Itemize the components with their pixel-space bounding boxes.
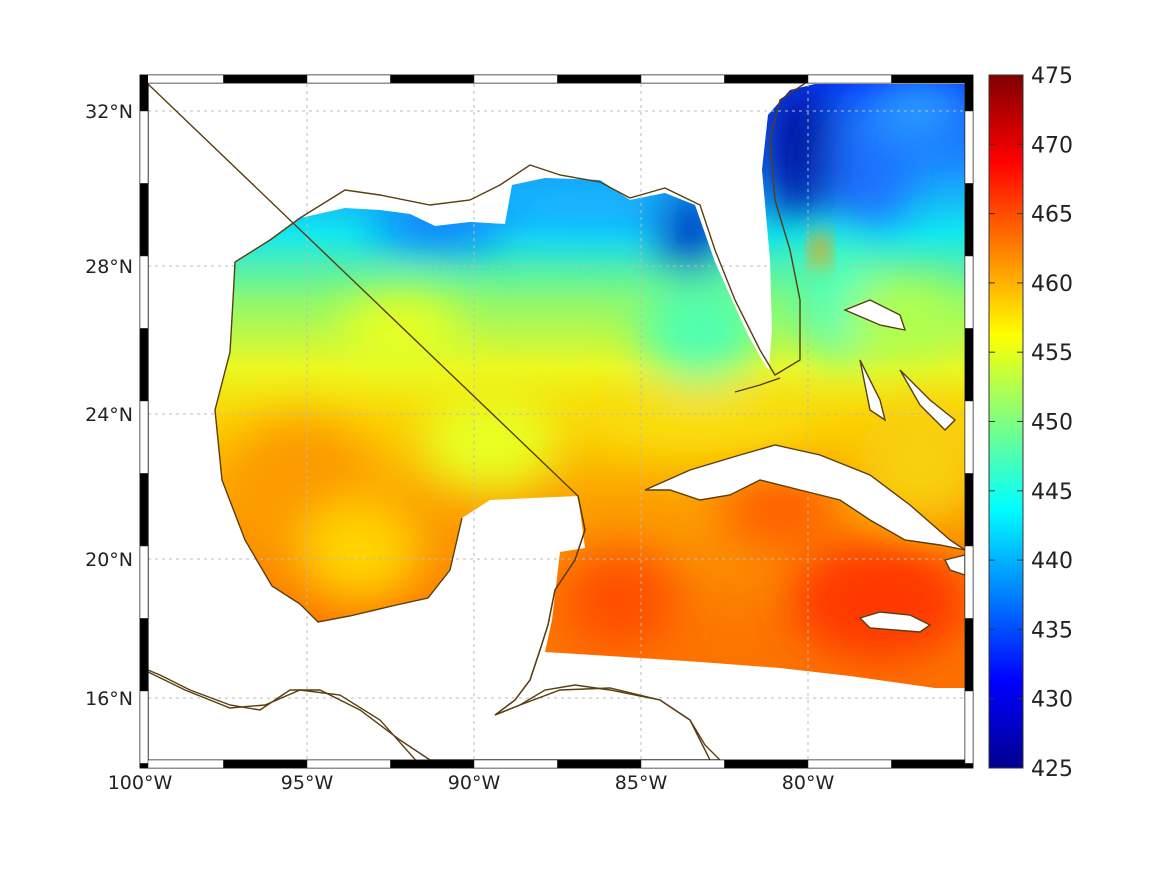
- y-tick-label: 20°N: [85, 549, 133, 571]
- frame-stripe: [807, 74, 892, 84]
- y-tick-label: 24°N: [85, 404, 133, 426]
- frame-stripe: [557, 759, 642, 769]
- frame-stripe: [139, 255, 149, 329]
- frame-stripe: [139, 759, 224, 769]
- frame-stripe: [140, 75, 148, 111]
- colorbar-tick-label: 455: [1031, 341, 1073, 366]
- frame-stripe: [473, 759, 558, 769]
- land-bahamas: [843, 299, 957, 431]
- colorbar-tick-label: 460: [1031, 272, 1073, 297]
- frame-stripe: [306, 74, 391, 84]
- x-tick-label: 85°W: [615, 772, 668, 794]
- frame-stripe: [964, 400, 974, 474]
- frame-stripe: [139, 618, 149, 692]
- yucatan-coast: [214, 79, 811, 716]
- colorbar-tick-label: 475: [1031, 64, 1073, 89]
- y-tick-label: 28°N: [85, 256, 133, 278]
- y-tick-label: 16°N: [85, 688, 133, 710]
- x-tick-label: 90°W: [448, 772, 501, 794]
- frame-stripe: [139, 110, 149, 184]
- frame-stripe: [964, 473, 974, 547]
- y-axis-labels: 32°N 28°N 24°N 20°N 16°N: [85, 101, 133, 710]
- frame-stripe: [223, 74, 308, 84]
- colorbar-tick-label: 435: [1031, 618, 1073, 643]
- frame-stripe: [390, 759, 475, 769]
- x-tick-label: 80°W: [782, 772, 835, 794]
- frame-stripe: [139, 763, 149, 769]
- frame-stripe: [557, 74, 642, 84]
- frame-stripe: [807, 759, 892, 769]
- frame-stripe: [640, 74, 725, 84]
- frame-stripe: [139, 183, 149, 257]
- frame-stripe: [964, 763, 974, 769]
- frame-stripe: [965, 75, 973, 111]
- frame-stripe: [223, 759, 308, 769]
- map-frame: [139, 74, 974, 769]
- frame-stripe: [139, 74, 224, 84]
- frame-stripe: [964, 255, 974, 329]
- frame-stripe: [139, 545, 149, 619]
- frame-stripe: [964, 328, 974, 402]
- colorbar-tick-label: 450: [1031, 411, 1073, 436]
- y-tick-label: 32°N: [85, 101, 133, 123]
- heatmap-field: [215, 84, 965, 688]
- coastline: [139, 79, 966, 766]
- frame-stripe: [139, 400, 149, 474]
- frame-stripe: [964, 110, 974, 184]
- frame-stripe: [724, 759, 809, 769]
- colorbar-tick-label: 425: [1031, 757, 1073, 782]
- x-tick-label: 95°W: [281, 772, 334, 794]
- colorbar-tick-label: 445: [1031, 480, 1073, 505]
- land-florida-keys: [734, 377, 781, 393]
- frame-stripe: [891, 759, 974, 769]
- frame-stripe: [724, 74, 809, 84]
- frame-stripe: [640, 759, 725, 769]
- central-america-coast: [139, 667, 711, 766]
- frame-stripe: [473, 74, 558, 84]
- land-jamaica: [858, 611, 932, 633]
- colorbar-tick-label: 465: [1031, 203, 1073, 228]
- graticule: [148, 84, 965, 760]
- frame-stripe: [139, 328, 149, 402]
- x-tick-label: 100°W: [108, 772, 173, 794]
- frame-stripe: [964, 618, 974, 692]
- frame-stripe: [390, 74, 475, 84]
- frame-stripe: [964, 545, 974, 619]
- frame-stripe: [139, 473, 149, 547]
- colorbar-tick-label: 440: [1031, 549, 1073, 574]
- frame-stripe: [891, 74, 974, 84]
- land-cuba: [644, 444, 966, 551]
- frame-stripe: [306, 759, 391, 769]
- x-axis-labels: 100°W 95°W 90°W 85°W 80°W: [108, 772, 835, 794]
- frame-stripe: [964, 183, 974, 257]
- colorbar-tick-label: 430: [1031, 688, 1073, 713]
- colorbar: 475 470 465 460 455 450 445 440 435 430 425: [988, 64, 1073, 782]
- colorbar-tick-label: 470: [1031, 133, 1073, 158]
- frame-stripe: [139, 690, 149, 764]
- frame-stripe: [964, 690, 974, 764]
